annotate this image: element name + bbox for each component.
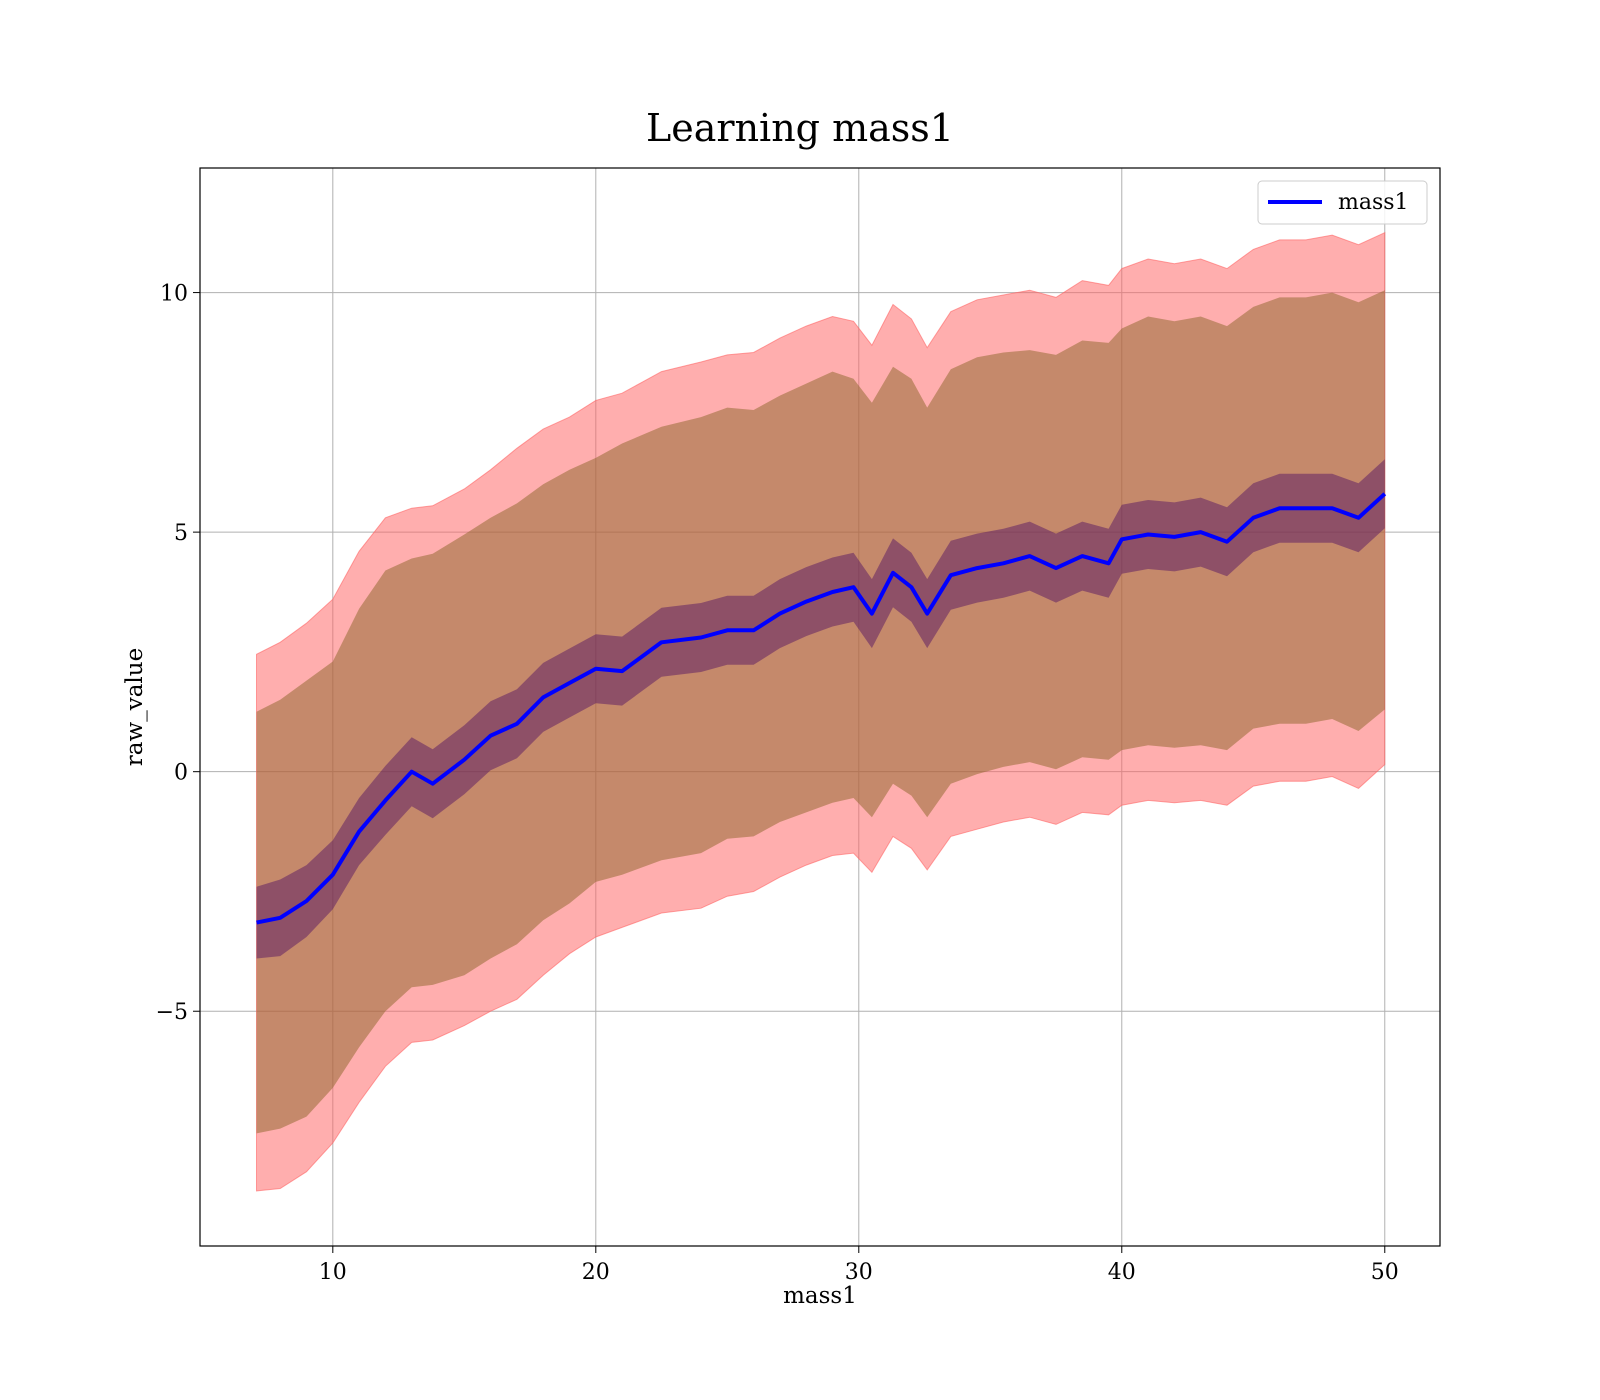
y-tick-label: 0	[174, 761, 188, 786]
legend-box	[1257, 180, 1428, 225]
band-layer	[256, 231, 1386, 1192]
x-tick-label: 40	[1108, 1260, 1136, 1285]
line-layer	[256, 492, 1387, 925]
x-tick-label: 20	[582, 1260, 610, 1285]
x-tick-label: 10	[319, 1260, 347, 1285]
y-tick-label: −5	[156, 1000, 188, 1025]
tick-layer: 10 20 30 40 50 −5 0 5 10	[156, 282, 1399, 1285]
chart-title: Learning mass1	[646, 106, 954, 150]
y-tick-label: 10	[160, 282, 188, 307]
legend: mass1	[1257, 180, 1428, 225]
x-tick-label: 30	[845, 1260, 873, 1285]
legend-label-mass1: mass1	[1338, 190, 1409, 215]
series-line-mass1	[256, 492, 1387, 925]
y-tick-label: 5	[174, 521, 188, 546]
inner-confidence-band	[256, 459, 1385, 959]
plot-area-frame	[199, 167, 1441, 1247]
middle-confidence-band	[256, 290, 1385, 1134]
x-tick-label: 50	[1371, 1260, 1399, 1285]
y-axis-label: raw_value	[122, 648, 148, 766]
x-axis-label: mass1	[783, 1283, 857, 1309]
